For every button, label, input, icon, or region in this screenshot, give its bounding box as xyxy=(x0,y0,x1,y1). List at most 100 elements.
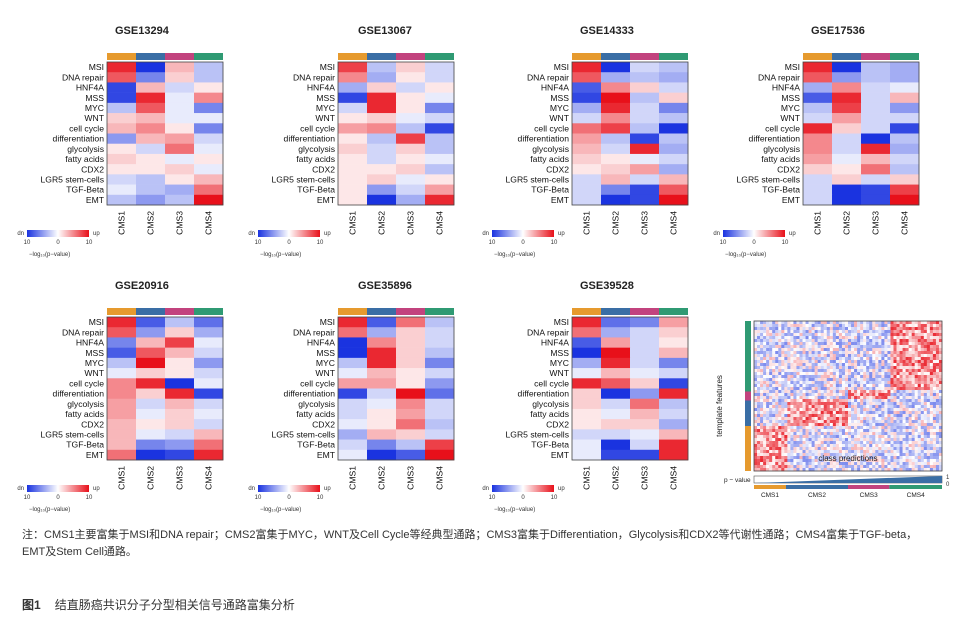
template-cell xyxy=(917,465,921,469)
template-cell xyxy=(820,351,824,355)
template-cell xyxy=(841,408,846,412)
template-cell xyxy=(775,360,779,364)
template-cell xyxy=(887,468,891,472)
template-cell xyxy=(769,324,773,328)
template-cell xyxy=(769,429,773,433)
template-cell xyxy=(835,426,840,430)
template-cell xyxy=(908,345,912,349)
template-cell xyxy=(929,423,934,427)
template-cell xyxy=(902,426,906,430)
template-cell xyxy=(887,351,891,355)
template-cell xyxy=(790,399,794,403)
template-cell xyxy=(754,468,758,472)
template-cell xyxy=(860,462,864,466)
template-cell xyxy=(802,423,806,427)
row-label: MSI xyxy=(554,62,569,72)
template-cell xyxy=(760,459,764,463)
template-cell xyxy=(814,330,818,334)
template-cell xyxy=(787,402,791,406)
template-cell xyxy=(857,369,861,373)
template-cell xyxy=(781,405,785,409)
heatmap-cell xyxy=(890,113,920,124)
heatmap-cell xyxy=(396,184,426,196)
heatmap-cell xyxy=(425,194,455,206)
template-cell xyxy=(841,336,846,340)
template-cell xyxy=(754,438,758,442)
template-cell xyxy=(929,333,934,337)
template-cell xyxy=(796,420,800,424)
template-cell xyxy=(799,441,803,445)
template-cell xyxy=(835,378,840,382)
template-cell xyxy=(772,348,776,352)
template-cell xyxy=(890,381,894,385)
template-cell xyxy=(860,417,864,421)
template-cell xyxy=(938,327,943,331)
template-cell xyxy=(902,456,906,460)
heatmap-cell xyxy=(630,92,660,104)
template-cell xyxy=(866,423,870,427)
template-cell xyxy=(902,435,906,439)
template-cell xyxy=(917,327,921,331)
template-cell xyxy=(757,366,761,370)
template-cell xyxy=(754,399,758,403)
template-cell xyxy=(866,456,870,460)
template-cell xyxy=(863,342,867,346)
template-cell xyxy=(857,387,861,391)
template-cell xyxy=(826,405,831,409)
heatmap-cell xyxy=(832,102,862,114)
template-cell xyxy=(899,375,903,379)
template-cell xyxy=(902,429,906,433)
template-cell xyxy=(926,468,931,472)
template-cell xyxy=(905,450,909,454)
legend-scale-label: −log₁₀(p−value) xyxy=(725,252,766,258)
template-cell xyxy=(826,456,831,460)
template-cell xyxy=(787,330,791,334)
heatmap-cell xyxy=(367,143,397,155)
template-cell xyxy=(757,447,761,451)
template-cell xyxy=(811,396,815,400)
template-cell xyxy=(857,405,861,409)
template-cell xyxy=(869,417,873,421)
heatmap-cell xyxy=(601,164,631,175)
template-cell xyxy=(769,468,773,472)
template-cell xyxy=(911,462,915,466)
template-cell xyxy=(869,423,873,427)
heatmap-cell xyxy=(194,408,224,420)
template-cell xyxy=(811,453,815,457)
template-cell xyxy=(860,414,864,418)
heatmap-cell xyxy=(338,72,368,83)
template-cell xyxy=(784,342,788,346)
template-cell xyxy=(772,468,776,472)
row-label: MYC xyxy=(316,358,335,368)
template-cell xyxy=(769,402,773,406)
template-cell xyxy=(848,399,852,403)
template-cell xyxy=(938,378,943,382)
template-cell xyxy=(905,345,909,349)
template-cell xyxy=(851,411,855,415)
template-cell xyxy=(787,348,791,352)
template-cell xyxy=(911,459,915,463)
template-cell xyxy=(829,417,834,421)
template-cell xyxy=(796,429,800,433)
template-cell xyxy=(772,378,776,382)
template-cell xyxy=(769,378,773,382)
template-cell xyxy=(817,423,821,427)
template-cell xyxy=(938,456,943,460)
template-cell xyxy=(866,441,870,445)
heatmap-cell xyxy=(367,439,397,451)
template-cell xyxy=(899,441,903,445)
template-cell xyxy=(772,438,776,442)
heatmap-cell xyxy=(630,429,660,440)
template-cell xyxy=(899,336,903,340)
template-cell xyxy=(763,399,767,403)
template-cell xyxy=(875,405,879,409)
template-cell xyxy=(860,435,864,439)
template-cell xyxy=(884,426,888,430)
template-cell xyxy=(857,372,861,376)
heatmap-cell xyxy=(194,72,224,83)
template-cell xyxy=(908,459,912,463)
template-cell xyxy=(808,357,812,361)
template-cell xyxy=(799,348,803,352)
template-cell xyxy=(823,390,827,394)
heatmap-cell xyxy=(107,194,137,206)
